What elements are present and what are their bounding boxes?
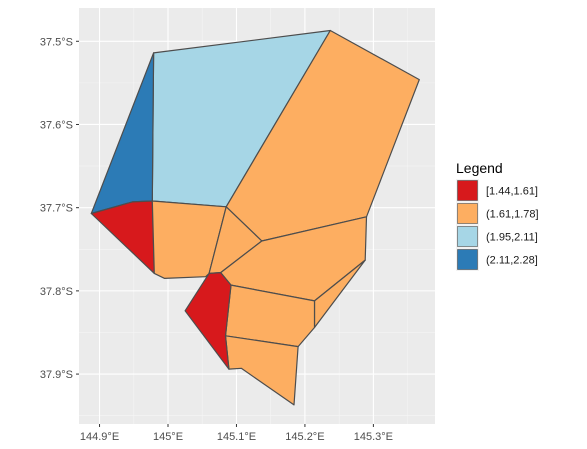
legend-item: (1.95,2.11]: [456, 225, 538, 248]
legend: Legend [1.44,1.61] (1.61,1.78] (1.95,2.11]…: [456, 160, 539, 271]
legend-swatch: [457, 226, 478, 247]
x-axis: 144.9°E 145°E 145.1°E 145.2°E 145.3°E: [80, 424, 393, 443]
legend-swatch: [457, 180, 478, 201]
legend-item: (1.61,1.78]: [456, 202, 539, 225]
legend-swatch: [457, 203, 478, 224]
y-tick-label: 37.6°S: [40, 119, 73, 131]
x-tick-label: 145.2°E: [285, 431, 324, 443]
y-tick-label: 37.9°S: [40, 369, 73, 381]
legend-label: (1.61,1.78]: [486, 209, 539, 221]
x-tick-label: 145.1°E: [217, 431, 256, 443]
x-tick-label: 144.9°E: [80, 431, 119, 443]
map-region-3: [90, 200, 155, 274]
y-tick-label: 37.5°S: [40, 36, 73, 48]
legend-label: (1.95,2.11]: [486, 232, 538, 244]
legend-swatch: [457, 249, 478, 270]
legend-label: (2.11,2.28]: [486, 255, 538, 267]
y-tick-label: 37.8°S: [40, 286, 73, 298]
y-axis: 37.5°S 37.6°S 37.7°S 37.8°S 37.9°S: [40, 36, 79, 381]
legend-item: [1.44,1.61]: [456, 179, 538, 202]
x-tick-label: 145.3°E: [354, 431, 393, 443]
x-tick-label: 145°E: [153, 431, 183, 443]
y-tick-label: 37.7°S: [40, 203, 73, 215]
map-region-11: [184, 272, 232, 370]
legend-label: [1.44,1.61]: [486, 186, 538, 198]
map-regions: [90, 29, 420, 406]
legend-item: (2.11,2.28]: [456, 248, 538, 271]
legend-title: Legend: [456, 160, 503, 176]
